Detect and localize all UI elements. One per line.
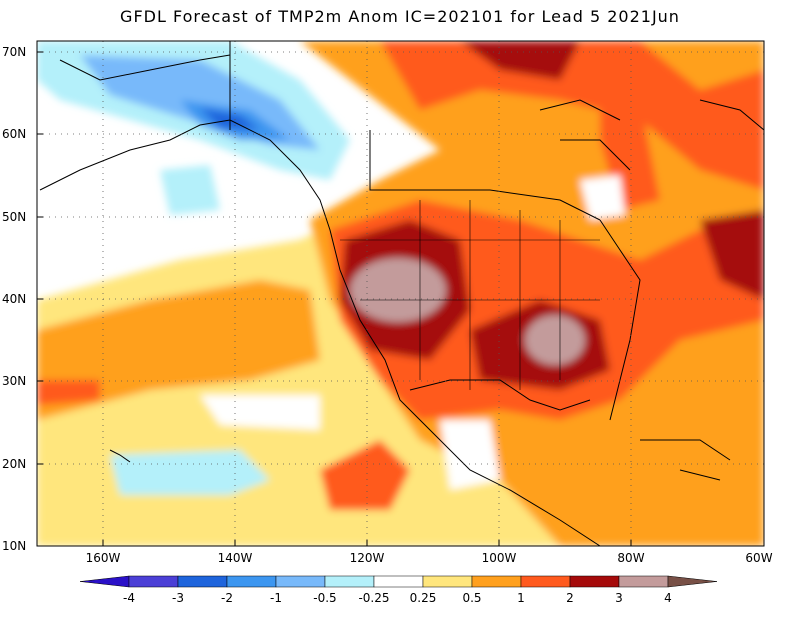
lat-label: 50N xyxy=(2,210,27,224)
lat-label: 40N xyxy=(2,292,27,306)
colorbar-label: -0.5 xyxy=(313,591,337,605)
colorbar-label: 0.5 xyxy=(462,591,482,605)
colorbar-swatch xyxy=(324,575,375,588)
colorbar-swatch xyxy=(569,575,620,588)
colorbar xyxy=(79,575,718,588)
colorbar-arrow-high xyxy=(667,575,718,588)
lon-label: 80W xyxy=(617,551,645,565)
colorbar-swatch xyxy=(471,575,522,588)
colorbar-label: -0.25 xyxy=(358,591,390,605)
colorbar-label: 2 xyxy=(566,591,574,605)
lon-label: 140W xyxy=(217,551,253,565)
lon-label: 160W xyxy=(85,551,121,565)
colorbar-swatch xyxy=(128,575,179,588)
colorbar-swatch xyxy=(226,575,277,588)
lon-label: 100W xyxy=(481,551,517,565)
colorbar-swatch xyxy=(422,575,473,588)
lon-label: 120W xyxy=(349,551,385,565)
lon-label: 60W xyxy=(745,551,773,565)
colorbar-swatch xyxy=(177,575,228,588)
axis-ticks xyxy=(37,51,632,546)
colorbar-label: 3 xyxy=(615,591,623,605)
colorbar-swatch xyxy=(275,575,326,588)
state-borders xyxy=(340,200,600,390)
colorbar-label: 4 xyxy=(664,591,672,605)
colorbar-swatch xyxy=(373,575,424,588)
lat-label: 70N xyxy=(2,45,27,59)
lat-label: 30N xyxy=(2,374,27,388)
colorbar-swatch xyxy=(618,575,669,588)
colorbar-label: 0.25 xyxy=(409,591,437,605)
gridlines xyxy=(37,41,764,546)
lat-label: 10N xyxy=(2,539,27,553)
lat-label: 20N xyxy=(2,457,27,471)
colorbar-label: -2 xyxy=(221,591,233,605)
colorbar-label: -3 xyxy=(172,591,184,605)
plot-frame xyxy=(36,40,765,547)
colorbar-label: -1 xyxy=(270,591,282,605)
colorbar-arrow-low xyxy=(79,575,130,588)
colorbar-label: 1 xyxy=(517,591,525,605)
lat-label: 60N xyxy=(2,127,27,141)
map-title: GFDL Forecast of TMP2m Anom IC=202101 fo… xyxy=(120,7,680,26)
colorbar-label: -4 xyxy=(123,591,135,605)
anomaly-field xyxy=(37,41,764,546)
colorbar-swatch xyxy=(520,575,571,588)
coastlines xyxy=(39,41,764,546)
